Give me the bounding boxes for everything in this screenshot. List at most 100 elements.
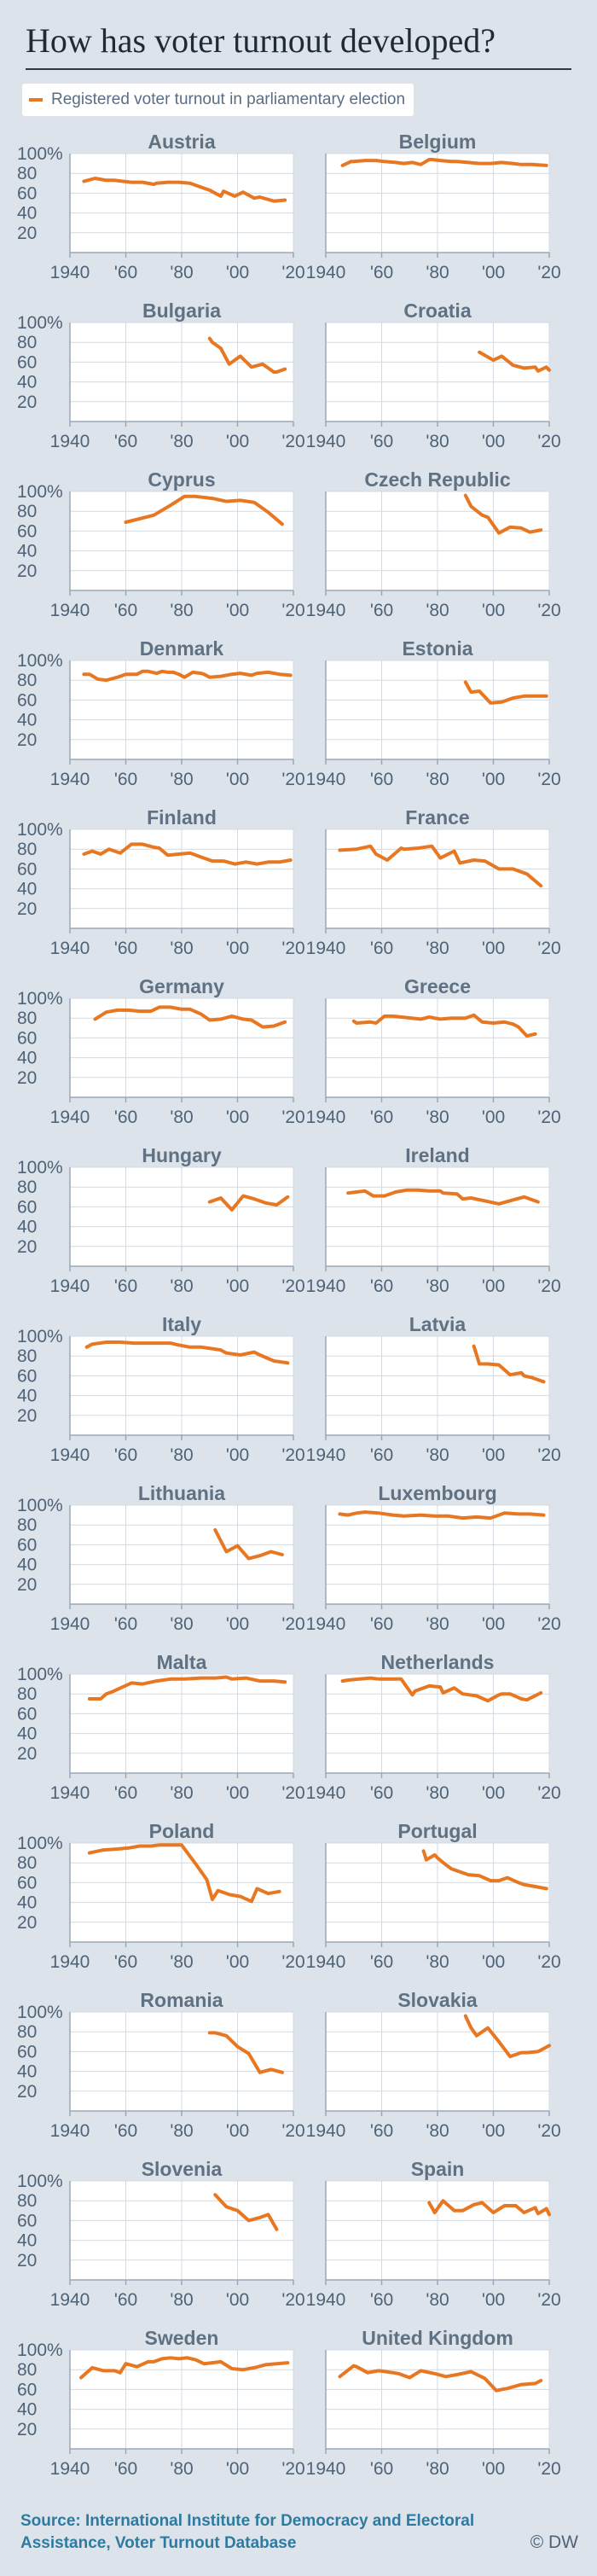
x-tick-label: '20: [537, 2459, 560, 2479]
country-label: Croatia: [403, 299, 471, 322]
y-tick-label: 100%: [17, 2172, 63, 2191]
y-tick-label: 80: [17, 1515, 37, 1535]
country-label: Slovenia: [142, 2158, 223, 2180]
x-tick-label: '20: [281, 432, 304, 451]
y-tick-label: 20: [17, 1575, 37, 1595]
x-tick-label: '80: [426, 1108, 449, 1127]
country-label: Portugal: [397, 1820, 477, 1842]
x-tick-label: '00: [482, 1952, 505, 1972]
x-tick-label: '00: [482, 939, 505, 958]
turnout-line-sweden: [79, 2356, 290, 2380]
x-tick-label: '00: [482, 1783, 505, 1803]
y-tick-label: 60: [17, 2211, 37, 2230]
y-tick-label: 80: [17, 502, 37, 521]
x-tick-label: '00: [226, 601, 249, 620]
x-tick-label: '00: [482, 1445, 505, 1465]
y-tick-label: 20: [17, 730, 37, 750]
y-tick-label: 40: [17, 542, 37, 561]
x-tick-label: '20: [281, 601, 304, 620]
y-tick-label: 60: [17, 1704, 37, 1724]
y-tick-label: 60: [17, 352, 37, 372]
x-tick-label: '80: [170, 2121, 193, 2141]
turnout-line-spain: [427, 2199, 551, 2217]
y-tick-label: 60: [17, 2380, 37, 2399]
country-label: Germany: [139, 975, 224, 997]
y-tick-label: 60: [17, 1197, 37, 1217]
x-tick-label: '80: [426, 2121, 449, 2141]
x-tick-label: 1940: [306, 1783, 346, 1803]
y-tick-label: 20: [17, 1406, 37, 1426]
legend: Registered voter turnout in parliamentar…: [22, 84, 414, 116]
y-tick-label: 40: [17, 373, 37, 393]
x-tick-label: '80: [170, 939, 193, 958]
x-tick-label: '80: [426, 1276, 449, 1296]
turnout-line-hungary: [207, 1194, 290, 1212]
y-tick-label: 60: [17, 521, 37, 541]
country-label: Malta: [157, 1651, 207, 1673]
x-tick-label: '20: [281, 1108, 304, 1127]
y-tick-label: 80: [17, 1684, 37, 1704]
source-note: Source: International Institute for Demo…: [20, 2512, 475, 2552]
x-tick-label: '60: [370, 2121, 393, 2141]
y-tick-label: 20: [17, 2082, 37, 2102]
x-tick-label: '20: [281, 2290, 304, 2310]
x-tick-label: '60: [370, 1445, 393, 1465]
x-tick-label: 1940: [306, 263, 346, 282]
country-label: France: [405, 806, 469, 829]
x-tick-label: 1940: [50, 1445, 90, 1465]
y-tick-label: 40: [17, 880, 37, 899]
credit: © DW: [530, 2532, 578, 2552]
x-tick-label: '60: [114, 1445, 137, 1465]
country-label: Bulgaria: [142, 299, 221, 322]
turnout-line-czech-republic: [463, 493, 543, 535]
x-tick-label: '60: [114, 1783, 137, 1803]
x-tick-label: '20: [537, 1276, 560, 1296]
x-tick-label: '60: [370, 432, 393, 451]
turnout-line-belgium: [340, 158, 548, 167]
x-tick-label: '60: [114, 1952, 137, 1972]
x-tick-label: '60: [114, 432, 137, 451]
y-tick-label: 100%: [17, 1158, 63, 1178]
x-tick-label: '00: [226, 770, 249, 789]
x-tick-label: '60: [114, 2459, 137, 2479]
x-tick-label: 1940: [50, 601, 90, 620]
country-label: United Kingdom: [362, 2327, 513, 2349]
y-tick-label: 80: [17, 1346, 37, 1366]
x-tick-label: '80: [426, 1783, 449, 1803]
y-tick-label: 60: [17, 690, 37, 710]
country-label: Poland: [149, 1820, 215, 1842]
x-tick-label: '80: [170, 1783, 193, 1803]
x-tick-label: 1940: [306, 1614, 346, 1634]
turnout-line-romania: [207, 2031, 284, 2074]
x-tick-label: '20: [281, 1952, 304, 1972]
y-tick-label: 40: [17, 1049, 37, 1068]
x-tick-label: '60: [370, 1952, 393, 1972]
x-tick-label: '60: [114, 601, 137, 620]
y-tick-label: 100%: [17, 1327, 63, 1346]
x-tick-label: 1940: [50, 939, 90, 958]
y-tick-label: 40: [17, 1387, 37, 1406]
x-tick-label: 1940: [306, 601, 346, 620]
y-tick-label: 60: [17, 183, 37, 203]
x-tick-label: '20: [537, 770, 560, 789]
y-tick-label: 40: [17, 1724, 37, 1744]
x-tick-label: '00: [226, 1783, 249, 1803]
x-tick-label: '20: [537, 432, 560, 451]
x-tick-label: '80: [170, 2290, 193, 2310]
y-tick-label: 20: [17, 561, 37, 581]
page-title: How has voter turnout developed?: [26, 21, 496, 60]
x-tick-label: '60: [114, 1108, 137, 1127]
turnout-line-italy: [84, 1340, 290, 1365]
y-tick-label: 100%: [17, 2340, 63, 2360]
x-tick-label: '60: [370, 1276, 393, 1296]
country-label: Greece: [404, 975, 471, 997]
x-tick-label: 1940: [306, 2290, 346, 2310]
x-tick-label: '00: [482, 601, 505, 620]
x-tick-label: '60: [370, 2290, 393, 2310]
x-tick-label: '80: [170, 601, 193, 620]
x-tick-label: '00: [226, 1952, 249, 1972]
country-label: Spain: [411, 2158, 465, 2180]
x-tick-label: '00: [482, 263, 505, 282]
x-tick-label: 1940: [50, 2459, 90, 2479]
y-tick-label: 40: [17, 1555, 37, 1575]
